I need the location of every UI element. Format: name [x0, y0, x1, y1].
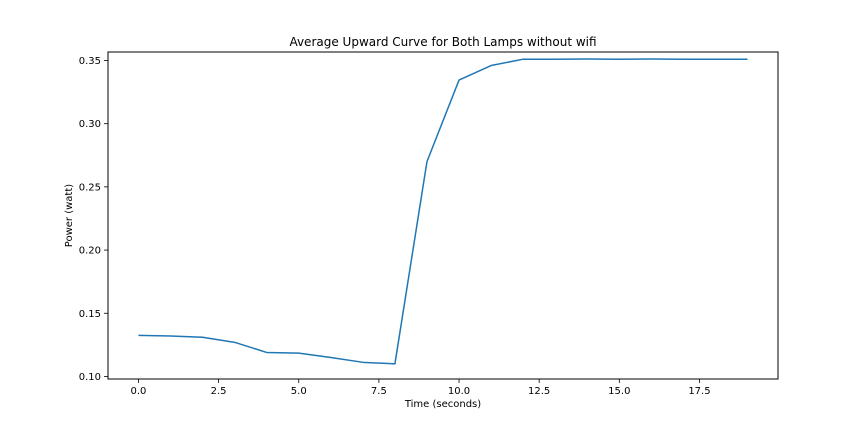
y-tick-label: 0.25: [79, 182, 101, 193]
x-tick-label: 17.5: [688, 386, 710, 397]
y-tick-label: 0.35: [79, 56, 101, 67]
y-tick-label: 0.15: [79, 309, 101, 320]
x-tick-label: 2.5: [211, 386, 227, 397]
y-axis: 0.10 0.15 0.20 0.25 0.30 0.35: [79, 56, 108, 383]
x-axis-label: Time (seconds): [404, 399, 481, 410]
y-tick-label: 0.30: [79, 119, 101, 130]
series-layer: [138, 58, 748, 365]
x-tick-label: 15.0: [608, 386, 630, 397]
y-tick-label: 0.20: [79, 246, 101, 257]
plot-area: [108, 52, 778, 379]
y-axis-label: Power (watt): [64, 184, 75, 247]
chart-title: Average Upward Curve for Both Lamps with…: [289, 35, 596, 49]
x-axis: 0.0 2.5 5.0 7.5 10.0 12.5 15.0 17.5: [131, 379, 711, 397]
y-tick-label: 0.10: [79, 372, 101, 383]
x-tick-label: 0.0: [131, 386, 147, 397]
x-tick-label: 7.5: [371, 386, 387, 397]
x-tick-label: 12.5: [528, 386, 550, 397]
x-tick-label: 5.0: [291, 386, 307, 397]
series-line: [138, 58, 748, 365]
plot-frame: [107, 51, 779, 380]
x-tick-label: 10.0: [448, 386, 470, 397]
